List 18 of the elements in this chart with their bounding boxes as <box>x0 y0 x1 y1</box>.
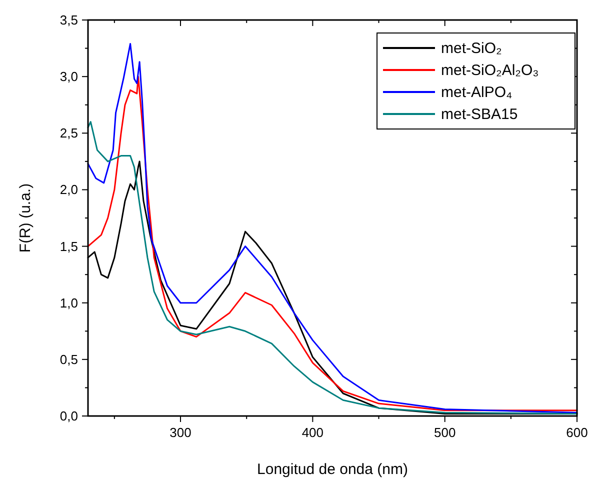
legend-label: met-AlPO₄ <box>441 84 512 101</box>
y-tick-label: 1,0 <box>60 295 78 310</box>
x-tick-label: 300 <box>170 425 192 440</box>
x-axis-title: Longitud de onda (nm) <box>257 461 408 478</box>
y-tick-label: 3,0 <box>60 69 78 84</box>
x-tick-label: 400 <box>302 425 324 440</box>
y-tick-label: 0,0 <box>60 408 78 424</box>
y-tick-label: 1,5 <box>60 238 78 254</box>
y-tick-label: 0,5 <box>60 352 78 367</box>
y-tick-label: 2,0 <box>60 182 78 198</box>
legend-label: met-SiO₂Al₂O₃ <box>441 62 539 79</box>
y-tick-label: 2,5 <box>60 126 78 141</box>
x-tick-label: 600 <box>566 425 588 440</box>
y-tick-label: 3,5 <box>60 12 78 28</box>
y-axis-title: F(R) (u.a.) <box>17 183 34 253</box>
legend-label: met-SBA15 <box>441 106 518 123</box>
legend-label: met-SiO₂ <box>441 40 502 57</box>
x-tick-label: 500 <box>434 425 456 440</box>
